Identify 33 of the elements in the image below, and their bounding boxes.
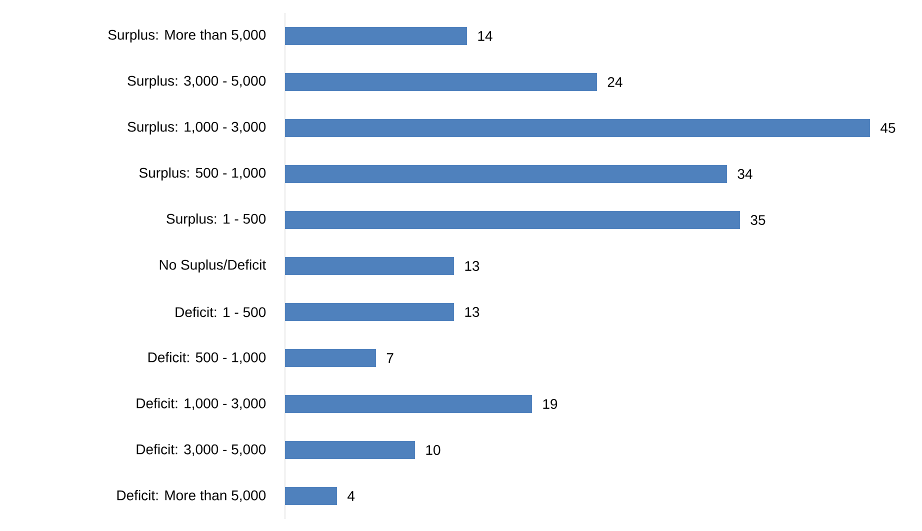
data-label: 14	[478, 31, 492, 41]
y-tick-label: Deficit: 1 - 500	[176, 306, 266, 318]
y-tick-label: Surplus: 1 - 500	[166, 213, 266, 227]
y-tick-label: Deficit: More than 5,000	[117, 490, 266, 502]
data-label: 13	[465, 307, 480, 317]
bar	[284, 73, 597, 91]
bar	[284, 487, 337, 505]
y-tick-label: No Suplus/Deficit	[160, 259, 266, 273]
bar	[284, 119, 870, 137]
y-tick-label: Surplus: 1,000 - 3,000	[128, 121, 266, 135]
data-label: 13	[465, 261, 480, 271]
data-label: 35	[750, 215, 766, 225]
y-tick-label: Surplus: 3,000 - 5,000	[128, 75, 266, 89]
y-tick-label: Deficit: 1,000 - 3,000	[136, 398, 266, 410]
bar	[284, 256, 454, 275]
data-label: 24	[608, 77, 622, 87]
data-label: 10	[426, 445, 440, 455]
bar	[284, 349, 376, 367]
data-label: 19	[543, 399, 558, 409]
bar	[284, 441, 415, 459]
bar	[284, 165, 727, 183]
data-label: 7	[386, 353, 394, 363]
bar	[284, 395, 532, 413]
data-label: 34	[738, 169, 752, 179]
bar	[284, 303, 454, 321]
bar	[284, 211, 740, 229]
y-tick-label: Surplus: More than 5,000	[108, 29, 266, 43]
y-tick-label: Deficit: 3,000 - 5,000	[136, 444, 266, 456]
data-label: 45	[880, 123, 896, 133]
y-tick-label: Surplus: 500 - 1,000	[139, 167, 266, 181]
data-label: 4	[348, 491, 355, 501]
y-tick-label: Deficit: 500 - 1,000	[148, 352, 266, 364]
bar	[284, 27, 467, 45]
